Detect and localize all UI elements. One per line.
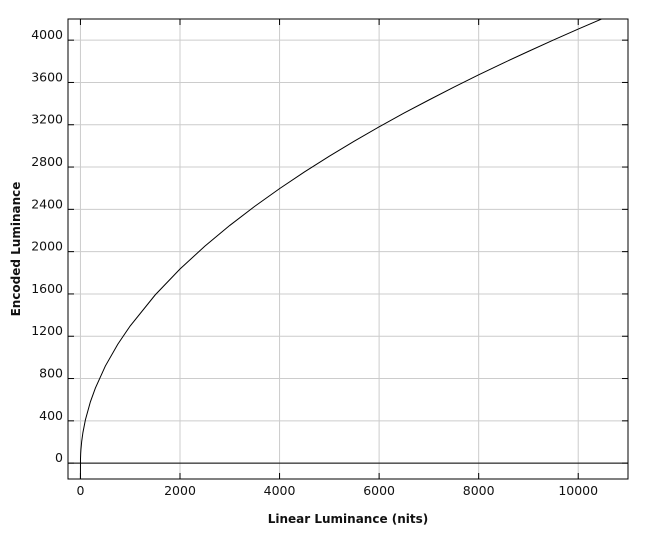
y-tick-label: 0 [55,450,63,465]
y-tick-label: 2800 [31,154,63,169]
x-tick-label: 8000 [463,483,495,498]
y-tick-label: 2000 [31,239,63,254]
y-tick-label: 4000 [31,27,63,42]
y-tick-label: 400 [39,408,63,423]
y-tick-label: 800 [39,366,63,381]
x-tick-label: 2000 [164,483,196,498]
x-tick-label: 4000 [264,483,296,498]
x-tick-label: 0 [76,483,84,498]
y-axis-title: Encoded Luminance [9,182,23,317]
y-tick-label: 3200 [31,112,63,127]
plot-frame [67,18,629,480]
y-tick-label: 1200 [31,323,63,338]
x-axis-title: Linear Luminance (nits) [268,512,429,526]
x-tick-label: 6000 [363,483,395,498]
y-tick-label: 1600 [31,281,63,296]
y-tick-label: 2400 [31,196,63,211]
grid-layer [68,19,628,479]
tick-layer: 0 2000 4000 6000 8000 10000 0 400 800 1200 1600 200… [31,19,628,498]
y-tick-label: 3600 [31,69,63,84]
series-line [79,19,603,479]
x-tick-label: 10000 [558,483,598,498]
